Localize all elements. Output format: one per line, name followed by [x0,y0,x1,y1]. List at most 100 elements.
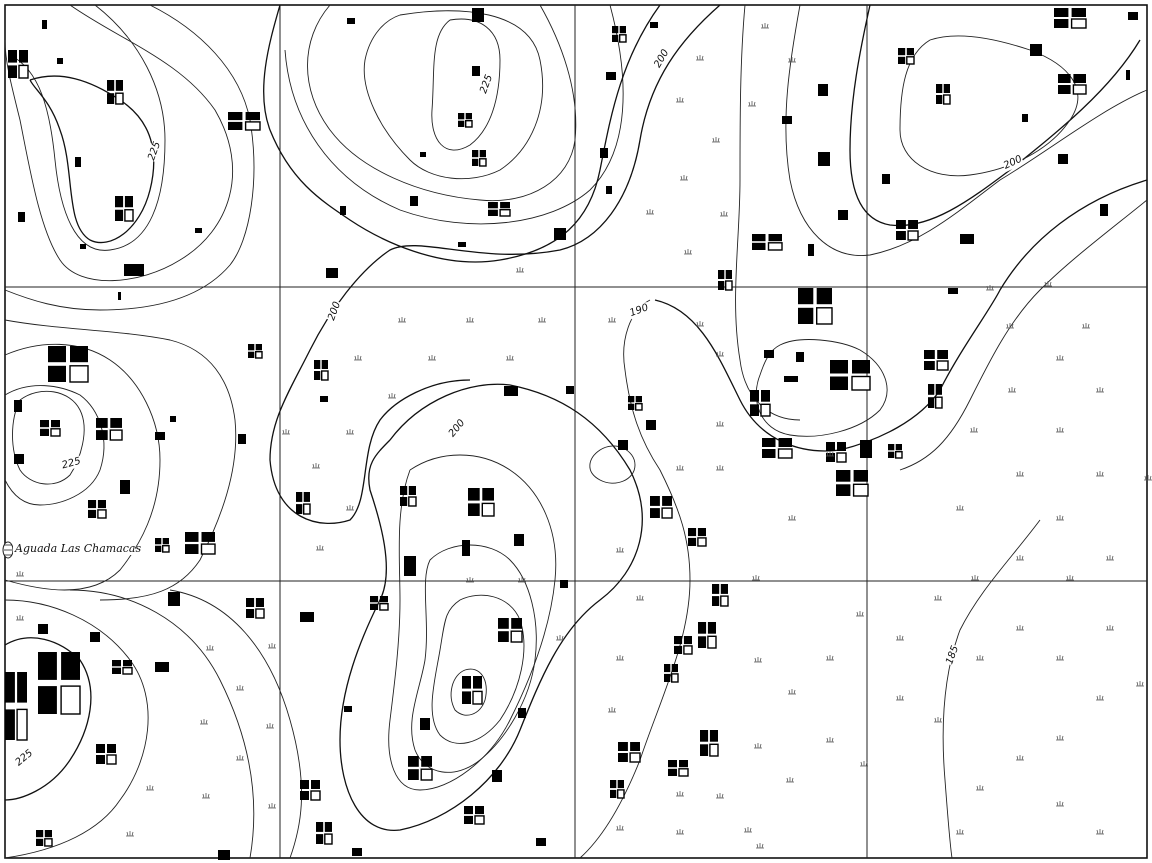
contour-label: 200 [326,300,343,322]
ruin-structure [851,375,871,391]
marsh-tuft [236,685,244,691]
contour-label: 225 [61,456,82,472]
marsh-tuft [236,755,244,761]
ruin-structure [762,449,776,458]
ruin-structure [566,386,574,394]
ruin-structure [750,404,759,416]
ruin-structure [628,403,635,410]
ruin-structure [8,50,17,63]
ruin-structure [943,94,951,105]
ruin-structure [761,390,770,402]
ruin-structure [618,440,628,450]
ruin-structure [60,685,81,715]
ruin-structure [671,673,679,683]
ruin-structure [697,528,706,537]
ruin-structure [610,780,617,789]
marsh-tuft [506,355,514,361]
ruin-structure [112,667,121,674]
ruin-structure [18,212,25,222]
aguada-symbol [2,541,14,559]
ruin-structure [777,448,793,459]
ruin-structure [700,744,709,756]
marsh-tuft [282,429,290,435]
marsh-tuft [1056,655,1064,661]
ruin-structure [808,244,814,256]
ruin-structure [924,350,935,359]
ruin-structure [244,121,261,131]
marsh-tuft [126,831,134,837]
ruin-structure [560,580,568,588]
ruin-structure [628,396,635,403]
ruin-structure [408,769,419,780]
ruin-structure [75,157,81,167]
marsh-tuft [788,689,796,695]
ruin-structure [255,344,262,351]
marsh-tuft [860,761,868,767]
marsh-tuft [518,577,526,583]
ruin-structure [1071,8,1086,17]
ruin-structure [1030,44,1042,56]
ruin-structure [688,537,697,546]
ruin-structure [14,454,24,464]
ruin-structure [960,234,974,244]
ruin-structure [115,196,124,208]
ruin-structure [370,603,379,610]
marsh-tuft [676,829,684,835]
ruin-structure [69,365,89,383]
ruin-structure [340,206,346,215]
ruin-structure [44,838,53,847]
ruin-structure [96,755,105,764]
ruin-structure [254,351,263,359]
ruin-structure [115,209,124,221]
ruin-structure [668,760,677,768]
ruin-structure [906,56,915,65]
ruin-structure [120,480,130,494]
ruin-structure [816,288,832,305]
ruin-structure [465,119,473,128]
ruin-structure [245,112,260,121]
ruin-structure [50,428,61,437]
marsh-tuft [744,827,752,833]
ruin-structure [498,618,509,629]
ruin-structure [170,416,176,422]
marsh-tuft [616,655,624,661]
ruin-structure [311,780,320,789]
ruin-structure [752,234,766,242]
ruin-structure [492,770,502,782]
ruin-structure [725,270,732,279]
ruin-structure [764,350,774,358]
ruin-structure [404,556,416,576]
ruin-structure [110,418,122,428]
marsh-tuft [1096,695,1104,701]
ruin-structure [683,645,693,655]
ruin-structure [671,664,678,673]
marsh-tuft [676,97,684,103]
ruin-structure [784,376,798,382]
marsh-tuft [636,595,644,601]
ruin-structure [1054,19,1069,28]
ruin-structure [38,624,48,634]
ruin-structure [709,743,719,757]
ruin-structure [124,264,144,276]
ruin-structure [320,396,328,402]
marsh-tuft [786,777,794,783]
ruin-structure [19,50,28,63]
marsh-tuft [976,785,984,791]
ruin-structure [798,288,814,305]
marsh-tuft [896,695,904,701]
ruin-structure [185,532,199,542]
marsh-tuft [466,317,474,323]
marsh-tuft [1096,829,1104,835]
ruin-structure [248,344,255,351]
ruin-structure [707,635,717,649]
contour-lines [4,4,1148,859]
ruin-structure [462,691,471,704]
structures [5,8,1138,860]
ruin-structure [96,744,105,753]
ruin-structure [468,488,480,501]
contour-label: 225 [478,73,495,95]
ruin-structure [853,470,868,482]
ruin-structure [718,281,725,290]
ruin-structure [303,503,311,515]
